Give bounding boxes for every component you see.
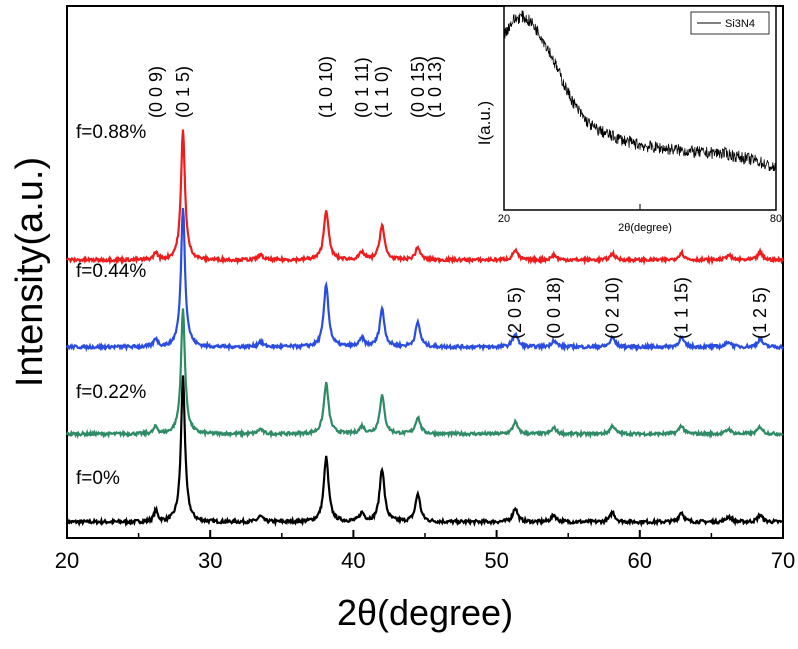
peak-label-1: (0 1 5) bbox=[173, 66, 193, 118]
inset-x-axis-title: 2θ(degree) bbox=[618, 222, 672, 234]
x-tick-label: 20 bbox=[55, 548, 79, 573]
inset-y-axis-title: I(a.u.) bbox=[475, 101, 494, 145]
series-labels: f=0% f=0.22% f=0.44% f=0.88% bbox=[76, 122, 146, 489]
series-layer bbox=[65, 129, 784, 528]
peak-label-11: (1 2 5) bbox=[750, 287, 770, 339]
inset-series bbox=[503, 10, 777, 173]
peak-label-4: (1 1 0) bbox=[372, 66, 392, 118]
series-label-1: f=0.22% bbox=[76, 382, 146, 403]
y-axis-title: Intensity(a.u.) bbox=[9, 157, 51, 387]
peak-label-10: (1 1 15) bbox=[671, 277, 691, 339]
peak-label-2: (1 0 10) bbox=[316, 56, 336, 118]
peak-label-5: (0 0 15) bbox=[408, 56, 428, 118]
series-label-3: f=0.88% bbox=[76, 122, 146, 143]
peak-label-6: (1 0 13) bbox=[425, 56, 445, 118]
series-line-1 bbox=[65, 308, 784, 440]
x-tick-label: 70 bbox=[771, 548, 795, 573]
series-line-3 bbox=[66, 129, 784, 266]
peak-label-9: (0 2 10) bbox=[603, 277, 623, 339]
series-label-2: f=0.44% bbox=[76, 261, 146, 282]
x-tick-label: 50 bbox=[484, 548, 508, 573]
inset-legend-label: Si3N4 bbox=[725, 18, 755, 30]
series-label-0: f=0% bbox=[76, 468, 120, 489]
inset-x-tick-label-right: 80 bbox=[770, 213, 782, 225]
series-line-0 bbox=[65, 375, 784, 528]
x-axis-title: 2θ(degree) bbox=[337, 592, 513, 633]
inset-chart: Si3N4 I(a.u.) 2θ(degree) 20 80 bbox=[475, 5, 782, 234]
series-line-2 bbox=[65, 207, 784, 353]
inset-legend-box bbox=[690, 11, 770, 35]
inset-series-line bbox=[503, 10, 777, 173]
x-tick-label: 60 bbox=[628, 548, 652, 573]
x-tick-label: 30 bbox=[198, 548, 222, 573]
peak-label-8: (0 0 18) bbox=[544, 277, 564, 339]
inset-x-tick-label-left: 20 bbox=[498, 213, 510, 225]
peak-label-7: (2 0 5) bbox=[505, 287, 525, 339]
x-axis-ticks: 20 30 40 50 60 70 bbox=[55, 530, 795, 573]
inset-frame bbox=[503, 5, 777, 211]
x-tick-label: 40 bbox=[341, 548, 365, 573]
peak-label-3: (0 1 11) bbox=[352, 57, 372, 118]
peak-labels: (0 0 9) (0 1 5) (1 0 10) (0 1 11) (1 1 0) (0 … bbox=[146, 56, 770, 339]
peak-label-0: (0 0 9) bbox=[146, 66, 166, 118]
inset-legend: Si3N4 bbox=[690, 11, 770, 35]
